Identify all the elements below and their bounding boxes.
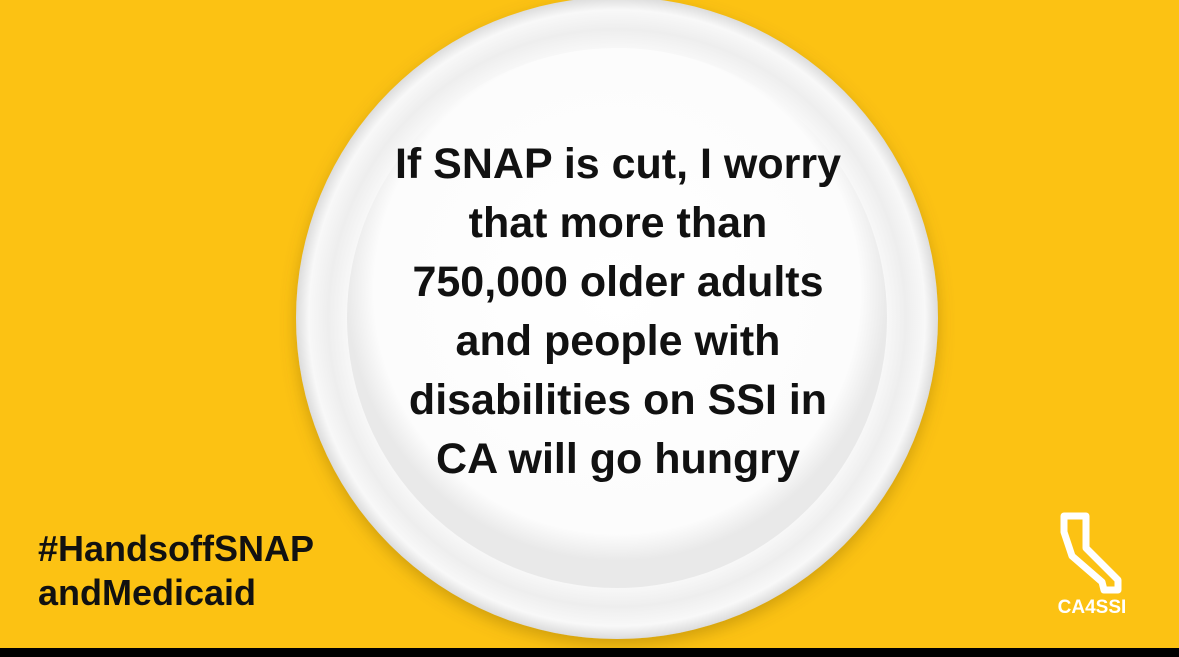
message-line: that more than: [469, 199, 768, 247]
message: If SNAP is cut, I worry that more than 750…: [395, 140, 841, 483]
logo-text: CA4SSI: [1058, 597, 1127, 618]
message-line: If SNAP is cut, I worry: [395, 140, 841, 188]
message-line: CA will go hungry: [436, 435, 800, 483]
hashtag-line: #HandsoffSNAP: [38, 528, 314, 569]
bottom-bar: [0, 648, 1179, 657]
logo: CA4SSI: [1058, 512, 1127, 618]
hashtag-line: andMedicaid: [38, 572, 256, 613]
message-line: disabilities on SSI in: [409, 376, 827, 424]
logo-icon: [1060, 512, 1122, 594]
message-line: and people with: [456, 317, 781, 365]
message-line: 750,000 older adults: [412, 258, 823, 306]
plate-well: [347, 48, 887, 588]
